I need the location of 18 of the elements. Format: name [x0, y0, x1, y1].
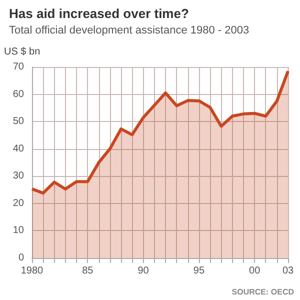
chart-title: Has aid increased over time? — [9, 6, 189, 21]
x-tick-label: 1980 — [20, 266, 44, 276]
x-tick-label: 95 — [193, 266, 205, 276]
x-tick-label: 85 — [82, 266, 94, 276]
y-tick-label: 50 — [12, 116, 24, 128]
y-axis-title: US $ bn — [4, 46, 40, 58]
y-tick-label: 40 — [12, 143, 24, 154]
x-tick-label: 90 — [138, 266, 150, 276]
y-tick-label: 60 — [12, 88, 24, 100]
y-tick-label: 0 — [18, 252, 24, 264]
y-tick-label: 10 — [12, 225, 24, 236]
y-tick-label: 70 — [12, 62, 24, 72]
y-tick-label: 30 — [12, 170, 24, 182]
x-tick-label: 00 — [249, 266, 261, 276]
chart-subtitle: Total official development assistance 1980 - 2003 — [9, 24, 250, 36]
source-note: SOURCE: OECD — [232, 288, 294, 296]
y-tick-label: 20 — [12, 198, 24, 209]
x-tick-label: 03 — [282, 266, 294, 276]
